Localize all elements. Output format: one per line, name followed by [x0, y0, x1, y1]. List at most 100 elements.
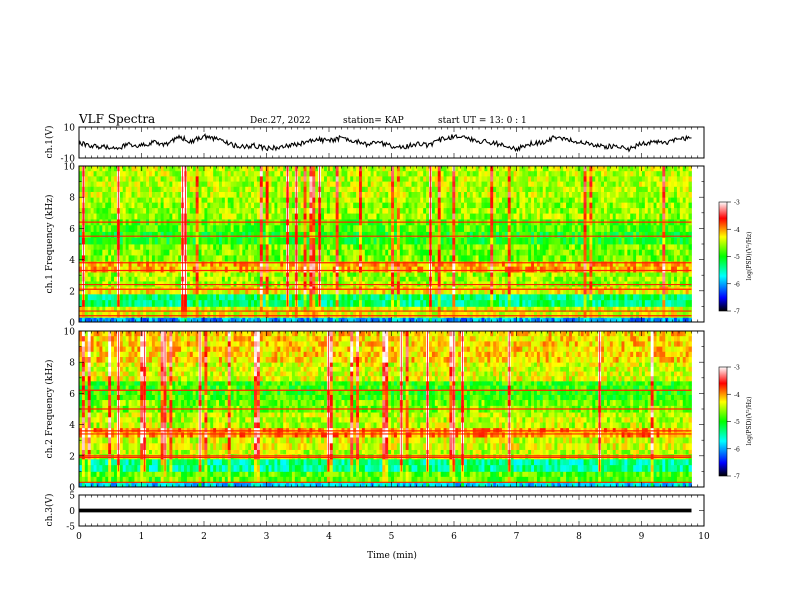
ch1-spectrogram-cell [280, 208, 284, 214]
ch1-spectrogram-cell [350, 261, 354, 268]
ch1-spectrogram-cell [87, 231, 92, 239]
ch1-spectrogram-cell [522, 208, 526, 214]
ch1-spectrogram-cell [405, 293, 409, 301]
ch1-spectrogram-cell [297, 225, 302, 232]
ch1-spectrogram-cell [303, 272, 307, 278]
ch1-spectrogram-cell [644, 317, 649, 322]
ch1-spectrogram-cell [303, 261, 307, 268]
ch1-spectrogram-cell [332, 255, 337, 262]
ch1-spectrogram-cell [329, 306, 334, 313]
ch1-spectrogram-cell [140, 300, 144, 307]
ch1-spectrogram-cell [163, 306, 167, 313]
ch1-spectrogram-cell [516, 255, 520, 262]
ch1-spectrogram-cell [501, 249, 506, 256]
ch1-spectrogram-cell [274, 293, 278, 301]
ch1-spectrogram-cell [583, 231, 587, 239]
ch1-spectrogram-cell [630, 261, 634, 268]
ch1-spectrogram-cell [595, 300, 599, 307]
ch1-spectrogram-cell [111, 237, 115, 245]
ch1-spectrogram-cell [213, 237, 217, 245]
ch1-spectrogram-cell [539, 261, 544, 268]
ch1-spectrogram-cell [481, 286, 485, 291]
ch1-spectrogram-cell [324, 244, 328, 251]
ch1-spectrogram-cell [361, 197, 366, 204]
ch1-spectrogram-cell [242, 300, 246, 307]
ch1-spectrogram-cell [499, 311, 503, 318]
ch1-spectrogram-cell [274, 237, 278, 245]
ch1-spectrogram-cell [668, 249, 672, 256]
ch1-spectrogram-cell [499, 197, 503, 204]
ch1-spectrogram-cell [122, 197, 127, 204]
ch1-spectrogram-cell [169, 255, 173, 262]
ch1-spectrogram-cell [353, 244, 357, 251]
ch1-spectrogram-cell [221, 213, 226, 220]
ch1-spectrogram-cell [189, 244, 194, 251]
ch1-spectrogram-cell [574, 202, 579, 209]
ch1-spectrogram-cell [551, 286, 555, 291]
ch1-spectrogram-cell [464, 286, 468, 291]
ch1-spectrogram-cell [309, 244, 313, 251]
ch1-spectrogram-cell [510, 213, 514, 220]
ch1-spectrogram-cell [131, 290, 135, 295]
ch1-spectrogram-cell [679, 249, 684, 256]
ch1-spectrogram-cell [589, 202, 593, 209]
ch1-spectrogram-cell [265, 272, 269, 278]
ch1-spectrogram-cell [589, 276, 593, 282]
ch1-spectrogram-cell [338, 213, 342, 220]
ch1-spectrogram-cell [367, 202, 372, 209]
ch1-spectrogram-cell [405, 286, 409, 291]
ch1-spectrogram-cell [414, 244, 418, 251]
ch1-spectrogram-cell [376, 255, 380, 262]
ch1-spectrogram-cell [472, 213, 477, 220]
ch1-spectrogram-cell [254, 293, 258, 301]
ch1-spectrogram-cell [157, 276, 162, 282]
ch1-spectrogram-cell [510, 237, 514, 245]
ch1-spectrogram-cell [469, 266, 474, 273]
ch1-spectrogram-cell [493, 311, 497, 318]
ch1-spectrogram-cell [166, 293, 170, 301]
ch1-spectrogram-cell [641, 231, 646, 239]
ch1-spectrogram-cell [251, 202, 255, 209]
ch1-spectrogram-cell [283, 213, 287, 220]
ch1-spectrogram-cell [548, 286, 552, 291]
ch1-spectrogram-cell [630, 272, 634, 278]
ch1-spectrogram-cell [394, 261, 398, 268]
ch1-spectrogram-cell [542, 244, 547, 251]
ch1-spectrogram-cell [394, 266, 398, 273]
ch1-spectrogram-cell [458, 237, 462, 245]
ch1-spectrogram-cell [662, 286, 666, 291]
ch1-spectrogram-cell [309, 286, 313, 291]
ch1-spectrogram-cell [548, 276, 552, 282]
ch1-spectrogram-cell [458, 317, 462, 322]
ch1-spectrogram-cell [224, 306, 229, 313]
ch1-spectrogram-cell [321, 208, 325, 214]
ch1-spectrogram-cell [504, 197, 509, 204]
ch1-spectrogram-cell [446, 300, 450, 307]
ch1-spectrogram-cell [157, 266, 162, 273]
ch1-spectrogram-cell [671, 244, 675, 251]
ch1-spectrogram-cell [557, 276, 561, 282]
ch1-spectrogram-cell [458, 306, 462, 313]
ch1-spectrogram-cell [233, 266, 237, 273]
ch1-spectrogram-cell [478, 225, 482, 232]
ch1-spectrogram-cell [633, 261, 637, 268]
ch1-spectrogram-cell [105, 286, 109, 291]
ch1-spectrogram-cell [682, 202, 687, 209]
ch1-spectrogram-cell [204, 197, 208, 204]
ch1-spectrogram-cell [644, 272, 649, 278]
ch1-spectrogram-cell [227, 286, 232, 291]
ch1-spectrogram-cell [149, 208, 153, 214]
ch1-spectrogram-cell [364, 261, 369, 268]
ch1-spectrogram-cell [536, 272, 541, 278]
ch1-spectrogram-cell [271, 261, 275, 268]
ch1-spectrogram-cell [216, 225, 220, 232]
ch1-spectrogram-cell [536, 237, 541, 245]
ch1-spectrogram-cell [154, 266, 159, 273]
ch1-spectrogram-cell [423, 225, 427, 232]
ch1-spectrogram-cell [545, 266, 549, 273]
ch1-spectrogram-cell [609, 300, 614, 307]
ch1-spectrogram-cell [160, 208, 164, 214]
ch1-spectrogram-cell [504, 202, 509, 209]
ch1-spectrogram-cell [385, 311, 389, 318]
ch1-spectrogram-cell [87, 208, 92, 214]
